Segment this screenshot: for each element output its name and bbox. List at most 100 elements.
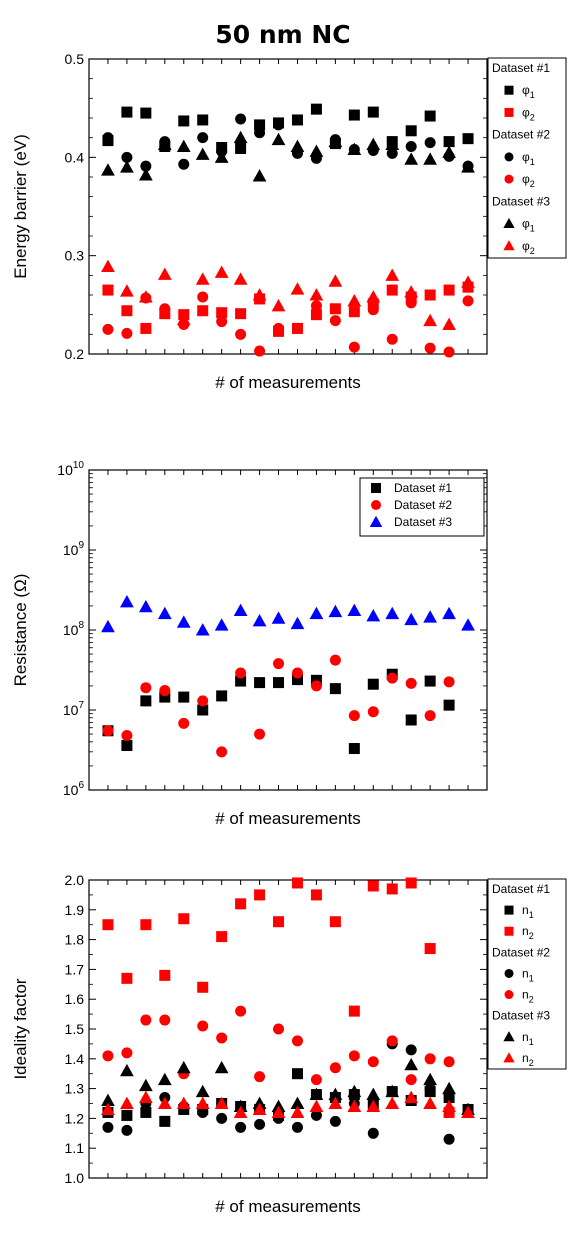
data-point xyxy=(386,333,398,345)
legend-symbol: n xyxy=(522,988,529,1002)
data-point xyxy=(404,1057,419,1071)
data-point xyxy=(291,1121,303,1133)
series-2 xyxy=(102,281,474,337)
data-point xyxy=(290,282,305,295)
y-tick-label: 0.2 xyxy=(65,346,85,362)
legend-group-label: Dataset #3 xyxy=(492,194,550,208)
data-point xyxy=(347,603,362,617)
data-point xyxy=(424,710,436,722)
legend-subscript: 1 xyxy=(530,157,535,167)
data-point xyxy=(157,137,172,151)
y-tick-base: 10 xyxy=(63,702,79,718)
series-1 xyxy=(102,1068,474,1127)
x-axis-label: # of measurements xyxy=(215,1197,361,1216)
data-point xyxy=(366,137,381,151)
data-point xyxy=(101,1093,115,1107)
data-point xyxy=(214,1096,229,1109)
data-point xyxy=(405,141,417,153)
data-point xyxy=(443,699,455,711)
data-point xyxy=(385,137,400,151)
data-point xyxy=(157,1072,172,1086)
data-point xyxy=(424,675,436,687)
data-point xyxy=(291,674,303,686)
legend-entry-label: n2 xyxy=(522,988,534,1005)
data-point xyxy=(291,667,303,679)
data-point xyxy=(176,615,191,628)
data-point xyxy=(254,1118,266,1130)
data-point xyxy=(102,1050,114,1062)
legend-entry-label: φ1 xyxy=(522,83,535,100)
data-point xyxy=(367,304,379,316)
data-point xyxy=(197,291,209,303)
data-point xyxy=(216,746,228,758)
series-3 xyxy=(102,113,474,172)
data-point xyxy=(405,1074,417,1086)
data-point xyxy=(442,145,456,158)
data-point xyxy=(195,1096,210,1109)
data-point xyxy=(271,298,286,312)
data-point xyxy=(273,119,285,131)
legend-symbol: φ xyxy=(522,172,530,186)
data-point xyxy=(102,284,114,296)
data-point xyxy=(273,677,285,689)
y-tick-label: 1.5 xyxy=(65,1021,85,1037)
data-point xyxy=(138,1078,153,1092)
data-point xyxy=(138,599,153,613)
legend-marker xyxy=(371,483,381,493)
data-point xyxy=(197,695,209,707)
data-point xyxy=(233,130,248,144)
legend-symbol: n xyxy=(522,966,529,980)
y-tick-label: 1.4 xyxy=(65,1051,85,1067)
data-point xyxy=(121,730,133,742)
data-point xyxy=(462,133,474,145)
data-point xyxy=(461,1105,475,1118)
legend-symbol: φ xyxy=(522,105,530,119)
data-point xyxy=(424,1053,436,1065)
legend-symbol: φ xyxy=(522,217,530,231)
data-point xyxy=(271,611,286,624)
data-point xyxy=(442,317,456,330)
data-point xyxy=(347,1099,362,1112)
data-point xyxy=(328,1087,343,1101)
legend-symbol: φ xyxy=(522,239,530,253)
data-point xyxy=(385,606,400,620)
data-point xyxy=(310,680,322,692)
data-point xyxy=(273,916,285,928)
legend-marker xyxy=(504,905,514,915)
data-point xyxy=(178,717,190,729)
legend-subscript: 2 xyxy=(529,995,534,1005)
page-title: 50 nm NC xyxy=(215,20,350,49)
data-point xyxy=(290,139,305,153)
data-point xyxy=(290,1105,305,1118)
y-tick-label: 1.1 xyxy=(65,1140,85,1156)
data-point xyxy=(121,1109,133,1121)
data-point xyxy=(386,672,398,684)
data-point xyxy=(386,883,398,895)
data-point xyxy=(252,169,267,182)
data-point xyxy=(347,142,362,155)
series-5 xyxy=(101,130,475,182)
data-point xyxy=(252,288,267,301)
legend-subscript: 2 xyxy=(529,1058,534,1068)
data-point xyxy=(235,308,247,320)
data-point xyxy=(197,305,209,317)
data-point xyxy=(348,1050,360,1062)
legend-entry-label: n2 xyxy=(522,1051,534,1068)
data-point xyxy=(404,152,419,165)
data-point xyxy=(291,877,303,889)
x-axis-label: # of measurements xyxy=(215,373,361,392)
legend-group-label: Dataset #2 xyxy=(492,945,550,959)
y-tick-base: 10 xyxy=(63,622,79,638)
data-point xyxy=(347,1084,362,1098)
y-tick-exponent: 6 xyxy=(78,780,84,791)
data-point xyxy=(461,618,475,631)
data-point xyxy=(214,1060,229,1074)
data-point xyxy=(140,695,152,707)
data-point xyxy=(385,1096,400,1109)
data-point xyxy=(157,267,172,280)
legend-marker xyxy=(504,107,514,117)
data-point xyxy=(405,677,417,689)
data-point xyxy=(121,1047,133,1059)
y-tick-exponent: 9 xyxy=(78,540,84,551)
